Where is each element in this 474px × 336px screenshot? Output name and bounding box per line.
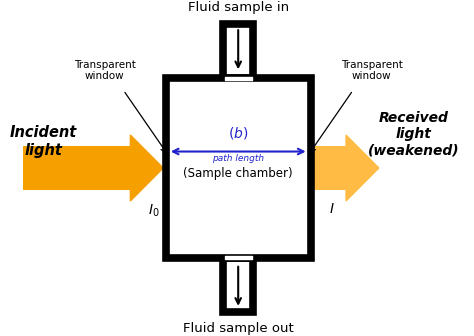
Text: Received
light
(weakened): Received light (weakened): [368, 111, 460, 158]
Text: Incident
light: Incident light: [10, 125, 77, 158]
Polygon shape: [346, 135, 379, 201]
Text: $(b)$: $(b)$: [228, 125, 248, 141]
Text: path length: path length: [212, 154, 264, 163]
Text: $I$: $I$: [329, 202, 335, 216]
Bar: [223, 24, 253, 78]
Text: (Sample chamber): (Sample chamber): [183, 167, 293, 180]
Text: Transparent
window: Transparent window: [73, 59, 136, 81]
Bar: [313, 145, 346, 191]
Text: Fluid sample out: Fluid sample out: [183, 322, 293, 335]
Polygon shape: [130, 135, 163, 201]
Bar: [23, 145, 130, 191]
Bar: [165, 78, 311, 258]
Bar: [223, 258, 253, 312]
Text: $I_0$: $I_0$: [148, 202, 160, 219]
Text: Transparent
window: Transparent window: [341, 59, 403, 81]
Text: Fluid sample in: Fluid sample in: [188, 1, 289, 14]
